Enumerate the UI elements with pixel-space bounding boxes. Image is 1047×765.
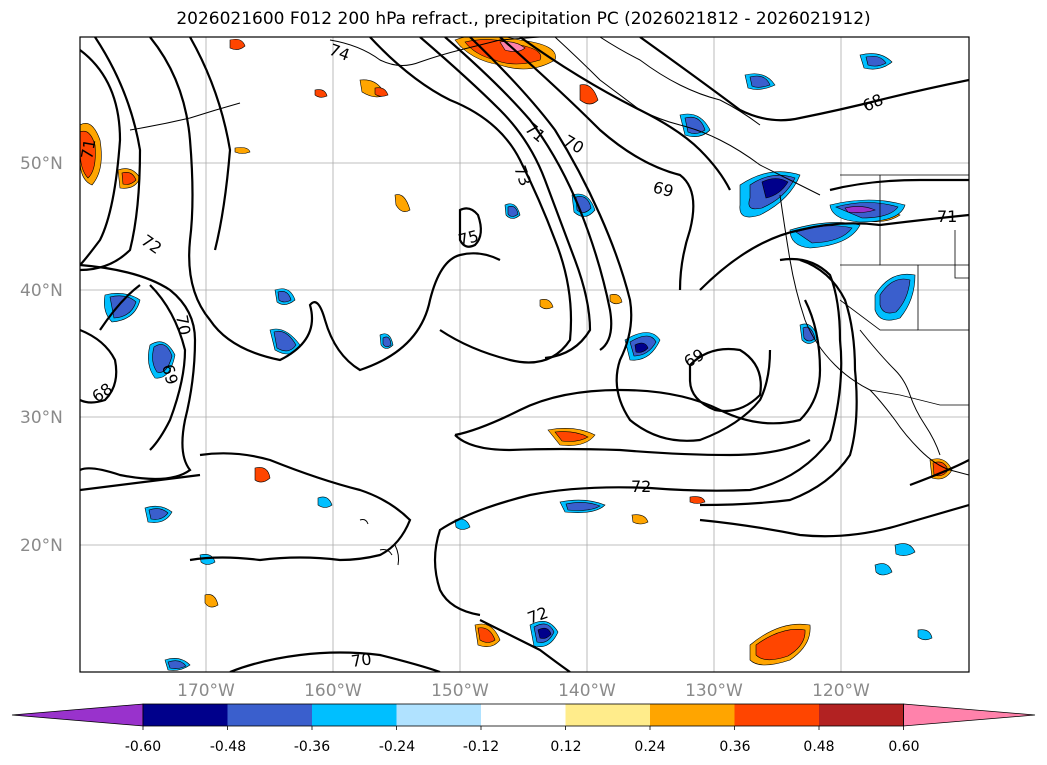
latitude-labels: 50°N 40°N 30°N 20°N bbox=[20, 154, 63, 556]
lon-label: 160°W bbox=[304, 681, 362, 701]
colorbar-segment bbox=[312, 704, 397, 726]
colorbar-segment bbox=[227, 704, 312, 726]
lat-label: 50°N bbox=[20, 154, 63, 174]
colorbar-frame bbox=[142, 703, 904, 727]
refractivity-contours bbox=[80, 37, 969, 672]
colorbar-tick-label: -0.12 bbox=[463, 739, 499, 755]
colorbar-tick-label: -0.36 bbox=[294, 739, 330, 755]
political-borders bbox=[839, 174, 969, 406]
colorbar-segment bbox=[481, 704, 566, 726]
lon-label: 130°W bbox=[685, 681, 743, 701]
colorbar-tick-label: 0.48 bbox=[803, 739, 834, 755]
colorbar-tick-label: -0.24 bbox=[379, 739, 415, 755]
longitude-labels: 170°W 160°W 150°W 140°W 130°W 120°W bbox=[177, 681, 870, 701]
gridlines bbox=[80, 37, 969, 672]
colorbar-ticks: -0.60 -0.48 -0.36 -0.24 -0.12 0.12 0.24 … bbox=[125, 739, 920, 755]
contour-label: 75 bbox=[456, 226, 481, 250]
colorbar-tick-label: -0.60 bbox=[125, 739, 161, 755]
contour-label: 70 bbox=[350, 649, 373, 671]
map-title: 2026021600 F012 200 hPa refract., precip… bbox=[176, 9, 871, 29]
lon-label: 170°W bbox=[177, 681, 235, 701]
contour-label: 71 bbox=[937, 207, 957, 226]
colorbar-tick-label: 0.36 bbox=[719, 739, 750, 755]
colorbar-tick-label: 0.12 bbox=[550, 739, 581, 755]
contour-labels: 74 71 70 73 69 68 71 72 70 75 69 68 69 7… bbox=[77, 40, 957, 671]
colorbar-segment bbox=[819, 704, 904, 726]
map-area: 74 71 70 73 69 68 71 72 70 75 69 68 69 7… bbox=[77, 37, 969, 672]
lat-label: 40°N bbox=[20, 281, 63, 301]
colorbar bbox=[11, 703, 1036, 730]
lon-label: 140°W bbox=[558, 681, 616, 701]
colorbar-tick-label: 0.24 bbox=[634, 739, 665, 755]
colorbar-tick-label: -0.48 bbox=[210, 739, 246, 755]
lat-label: 30°N bbox=[20, 408, 63, 428]
map-frame bbox=[79, 36, 970, 673]
colorbar-segment bbox=[734, 704, 819, 726]
contour-label: 69 bbox=[158, 362, 182, 387]
lon-label: 150°W bbox=[431, 681, 489, 701]
colorbar-tick-label: 0.60 bbox=[888, 739, 919, 755]
colorbar-segment bbox=[143, 704, 228, 726]
contour-label: 69 bbox=[651, 178, 676, 202]
colorbar-segment bbox=[650, 704, 735, 726]
contour-label: 72 bbox=[631, 477, 651, 496]
colorbar-segment bbox=[565, 704, 650, 726]
lat-label: 20°N bbox=[20, 536, 63, 556]
precipitation-fill bbox=[80, 37, 953, 671]
colorbar-extend-high bbox=[903, 703, 1036, 727]
lon-label: 120°W bbox=[812, 681, 870, 701]
colorbar-segment bbox=[396, 704, 481, 726]
contour-label: 70 bbox=[172, 313, 194, 336]
colorbar-extend-low bbox=[11, 703, 144, 727]
contour-label: 71 bbox=[77, 137, 99, 160]
